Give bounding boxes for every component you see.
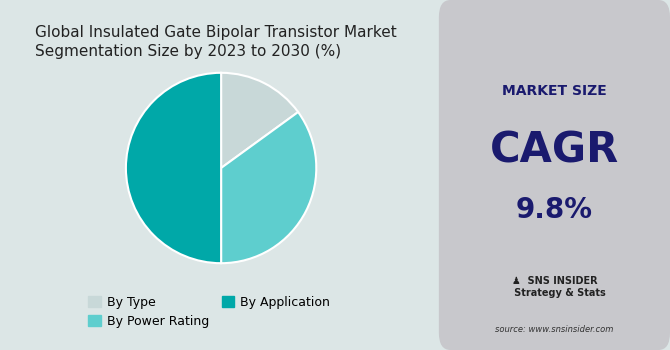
Text: CAGR: CAGR bbox=[490, 130, 619, 172]
Wedge shape bbox=[221, 112, 316, 263]
Text: ♟  SNS INSIDER
   Strategy & Stats: ♟ SNS INSIDER Strategy & Stats bbox=[504, 276, 605, 298]
Legend: By Type, By Power Rating, By Application: By Type, By Power Rating, By Application bbox=[83, 291, 335, 333]
Text: 9.8%: 9.8% bbox=[516, 196, 593, 224]
Text: Global Insulated Gate Bipolar Transistor Market
Segmentation Size by 2023 to 203: Global Insulated Gate Bipolar Transistor… bbox=[35, 25, 397, 59]
FancyBboxPatch shape bbox=[439, 0, 670, 350]
Text: MARKET SIZE: MARKET SIZE bbox=[502, 84, 607, 98]
Wedge shape bbox=[126, 73, 221, 263]
Wedge shape bbox=[221, 73, 298, 168]
Text: source: www.snsinsider.com: source: www.snsinsider.com bbox=[495, 324, 614, 334]
